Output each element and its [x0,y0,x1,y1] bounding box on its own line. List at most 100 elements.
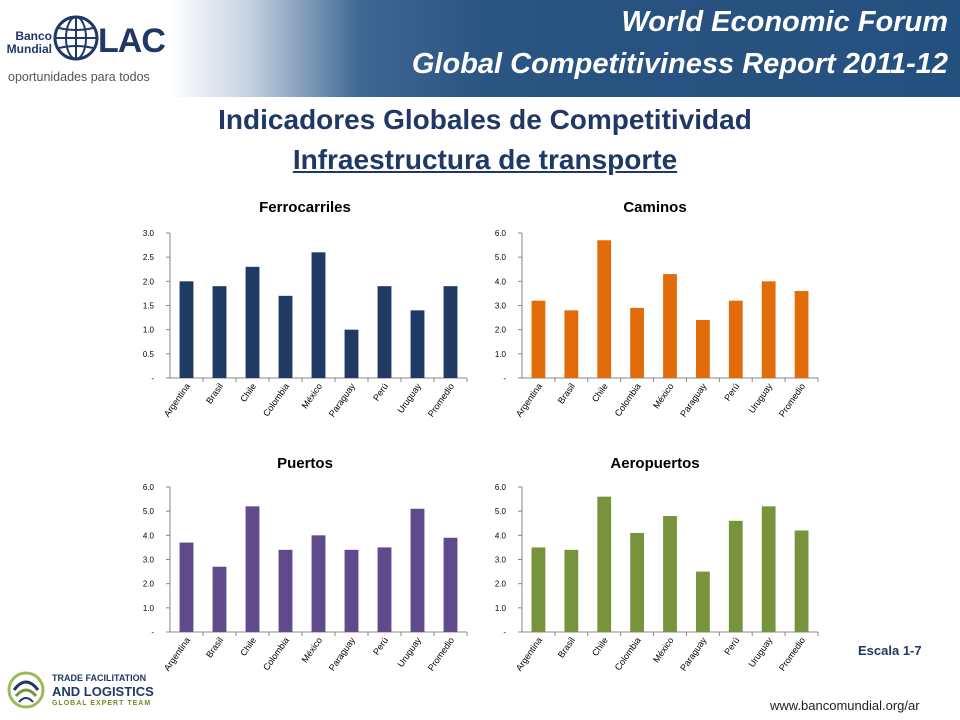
y-tick-label: 2.5 [143,253,155,262]
bar-perú [728,300,743,378]
bar-promedio [443,537,458,632]
bar-argentina [531,547,546,632]
x-tick-label: Paraguay [678,381,709,419]
tfl-swirl-icon [7,671,45,709]
x-tick-label: Chile [238,635,258,658]
page-title: Indicadores Globales de Competitividad [218,104,752,135]
y-tick-label: 1.0 [495,604,507,613]
logo-banco-text: Banco Mundial [6,30,52,56]
bar-méxico [663,274,677,378]
x-tick-label: Perú [722,635,741,656]
x-tick-label: Uruguay [747,381,775,415]
x-tick-label: Uruguay [747,635,775,669]
bar-paraguay [344,549,359,632]
x-tick-label: Perú [371,381,390,402]
y-tick-label: 1.5 [143,302,155,311]
logo-tagline: oportunidades para todos [8,70,150,84]
bar-perú [728,520,743,632]
x-tick-label: Argentina [162,635,192,672]
y-tick-label: 4.0 [143,531,155,540]
bar-promedio [443,286,458,378]
bar-chile [597,496,612,632]
bar-colombia [278,549,293,632]
chart-puertos: Puertos - 1.0 2.0 3.0 4.0 5.0 6.0 Argentina Brasi… [143,455,468,673]
bar-colombia [630,307,645,378]
y-tick-label: 5.0 [495,507,507,516]
bar-chile [245,266,260,378]
x-tick-label: Paraguay [327,635,358,673]
x-tick-label: Promedio [777,635,807,672]
y-tick-label: - [151,628,154,637]
chart-ferrocarriles: Ferrocarriles - 0.5 1.0 1.5 2.0 2.5 3.0 Argentin… [143,199,468,419]
bar-méxico [663,516,677,632]
y-tick-label: 6.0 [495,229,507,238]
y-tick-label: 4.0 [495,531,507,540]
y-tick-label: 3.0 [143,556,155,565]
header-title-line2: Global Competitiviness Report 2011-12 [411,48,948,80]
bar-brasil [212,566,227,632]
bar-brasil [564,549,579,632]
bar-colombia [630,532,645,632]
y-tick-label: 2.0 [495,326,507,335]
x-tick-label: México [651,635,676,664]
y-tick-label: 2.0 [495,580,507,589]
x-tick-label: Brasil [556,381,577,405]
bar-méxico [311,252,326,378]
y-tick-label: 3.0 [495,302,507,311]
bar-argentina [179,542,194,632]
bar-uruguay [761,506,776,632]
website-link[interactable]: www.bancomundial.org/ar [770,698,920,713]
x-tick-label: México [300,635,325,664]
logo-mundial-word: Mundial [6,42,52,56]
bar-colombia [278,295,293,378]
y-tick-label: 1.0 [143,604,155,613]
x-tick-label: Brasil [204,635,225,659]
bar-uruguay [761,281,776,378]
x-tick-label: Argentina [162,381,192,418]
header-title-line1: World Economic Forum [621,6,948,38]
tfl-logo: TRADE FACILITATION AND LOGISTICS GLOBAL … [6,666,156,716]
bar-argentina [179,281,194,378]
y-tick-label: 3.0 [495,556,507,565]
y-tick-label: 1.0 [143,326,155,335]
x-tick-label: Argentina [514,635,544,672]
x-tick-label: México [651,381,676,410]
y-tick-label: 6.0 [495,483,507,492]
bar-paraguay [344,329,359,378]
bar-promedio [794,530,809,632]
x-tick-label: Colombia [613,635,643,672]
bar-argentina [531,300,546,378]
tfl-line1: TRADE FACILITATION [52,673,147,683]
x-tick-label: Chile [590,381,610,404]
y-tick-label: 2.0 [143,580,155,589]
x-tick-label: Chile [590,635,610,658]
bar-méxico [311,535,326,632]
x-tick-label: Colombia [261,635,291,672]
bar-perú [377,286,392,378]
y-tick-label: 3.0 [143,229,155,238]
header-banner: World Economic Forum Global Competitivin… [170,0,960,97]
logo-banco-word: Banco [15,29,52,43]
globe-icon [53,15,99,61]
chart-title: Puertos [277,455,333,472]
bar-uruguay [410,310,425,378]
y-tick-label: 1.0 [495,350,507,359]
x-tick-label: México [300,381,325,410]
x-tick-label: Chile [238,381,258,404]
bar-perú [377,547,392,632]
bar-chile [245,506,260,632]
y-tick-label: - [503,628,506,637]
y-tick-label: - [503,374,506,383]
x-tick-label: Colombia [261,381,291,418]
chart-title: Aeropuertos [610,455,699,472]
x-tick-label: Paraguay [678,635,709,673]
x-tick-label: Colombia [613,381,643,418]
x-tick-label: Brasil [556,635,577,659]
tfl-line2: AND LOGISTICS [52,684,154,699]
x-tick-label: Uruguay [395,635,423,669]
banco-mundial-lac-logo: Banco Mundial LAC oportunidades para tod… [4,10,166,95]
y-tick-label: 2.0 [143,277,155,286]
y-tick-label: 0.5 [143,350,155,359]
x-tick-label: Brasil [204,381,225,405]
y-tick-label: - [151,374,154,383]
